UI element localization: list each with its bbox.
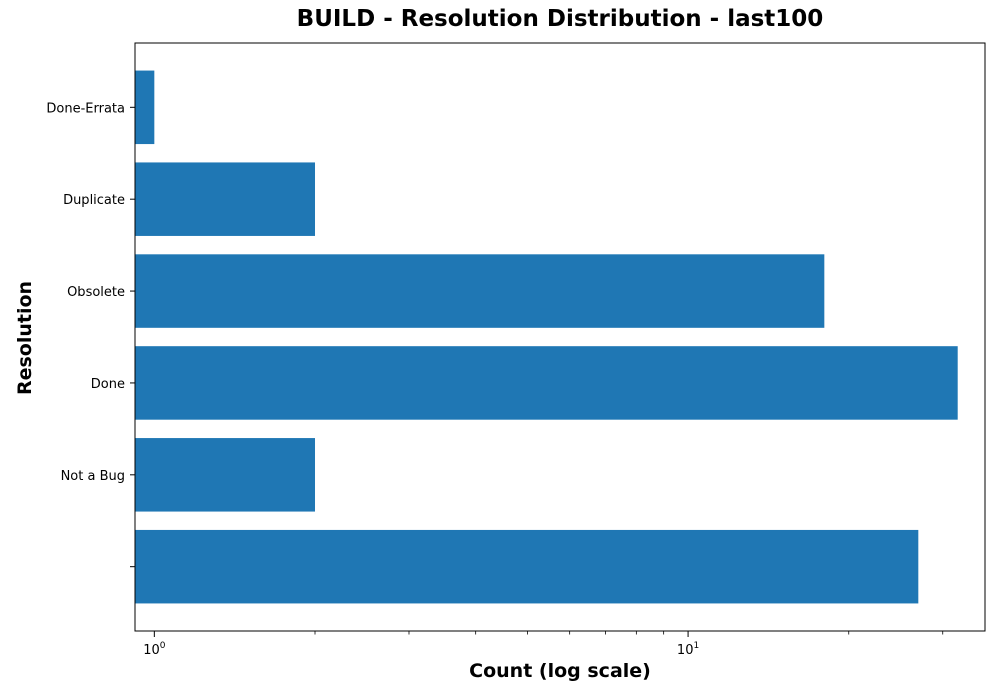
x-axis-label: Count (log scale)	[469, 660, 651, 682]
bar	[135, 70, 155, 145]
y-tick-label: Obsolete	[67, 285, 125, 300]
y-tick-label: Not a Bug	[61, 469, 125, 484]
bar	[135, 529, 919, 604]
bar	[135, 162, 316, 236]
bar	[135, 346, 958, 420]
bar	[135, 438, 316, 512]
x-tick-label: 101	[677, 641, 699, 658]
y-tick-label: Duplicate	[63, 193, 125, 208]
y-tick-label: Done-Errata	[46, 101, 125, 116]
chart-title: BUILD - Resolution Distribution - last10…	[296, 6, 824, 32]
y-axis-label: Resolution	[14, 280, 36, 396]
x-tick-label: 100	[143, 641, 166, 658]
bar	[135, 254, 825, 328]
plot-frame	[134, 42, 986, 632]
y-tick-label: Done	[91, 377, 125, 392]
